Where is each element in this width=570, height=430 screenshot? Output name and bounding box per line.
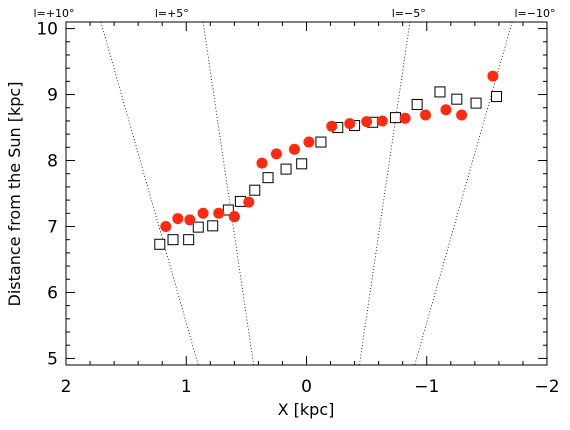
- filled-circle-point: [288, 143, 300, 155]
- open-square-point: [154, 238, 166, 250]
- filled-circle-point: [399, 112, 411, 124]
- y-tick-labels: 5 6 7 8 9 10: [36, 20, 58, 370]
- x-tick-label: 0: [301, 377, 312, 397]
- open-square-point: [262, 172, 274, 184]
- filled-circle-point: [344, 118, 356, 130]
- open-square-point: [451, 93, 463, 105]
- sightline-label: l=+10°: [33, 7, 74, 20]
- filled-circle-point: [270, 148, 282, 160]
- y-tick-label: 10: [36, 20, 58, 40]
- open-square-point: [315, 136, 327, 148]
- x-tick-label: −1: [414, 377, 439, 397]
- filled-circle-point: [256, 157, 268, 169]
- sightline: [202, 21, 254, 366]
- y-tick-label: 9: [47, 86, 58, 106]
- filled-circle-point: [213, 207, 225, 219]
- sightline-labels: l=+10° l=+5° l=−5° l=−10°: [33, 7, 555, 20]
- filled-circle-point: [172, 213, 184, 225]
- open-square-point: [434, 86, 446, 98]
- open-square-point: [192, 221, 204, 233]
- open-square-point: [296, 158, 308, 170]
- open-square-point: [389, 112, 401, 124]
- y-tick-label: 5: [47, 349, 58, 369]
- open-square-point: [280, 163, 292, 175]
- open-square-point: [222, 204, 234, 216]
- filled-circle-point: [361, 116, 373, 128]
- axis-ticks: [65, 22, 548, 365]
- x-tick-label: 2: [61, 377, 72, 397]
- filled-circle-series: [160, 70, 499, 232]
- open-square-point: [167, 234, 179, 246]
- filled-circle-point: [376, 115, 388, 127]
- sightlines: [100, 21, 513, 366]
- open-square-point: [470, 97, 482, 109]
- y-tick-label: 6: [47, 283, 58, 303]
- filled-circle-point: [243, 196, 255, 208]
- filled-circle-point: [487, 70, 499, 82]
- filled-circle-point: [303, 136, 315, 148]
- open-square-point: [411, 98, 423, 110]
- filled-circle-point: [456, 109, 468, 121]
- sightline-label: l=−10°: [514, 7, 555, 20]
- y-tick-label: 7: [47, 217, 58, 237]
- x-tick-labels: 2 1 0 −1 −2: [61, 377, 560, 397]
- filled-circle-point: [420, 109, 432, 121]
- open-square-point: [207, 220, 219, 232]
- filled-circle-point: [326, 120, 338, 132]
- filled-circle-point: [184, 214, 196, 226]
- open-square-point: [490, 91, 502, 103]
- y-axis-label: Distance from the Sun [kpc]: [5, 82, 24, 307]
- x-tick-label: 1: [181, 377, 192, 397]
- sightline: [359, 21, 411, 366]
- filled-circle-point: [228, 211, 240, 223]
- filled-circle-point: [197, 207, 209, 219]
- filled-circle-point: [160, 220, 172, 232]
- sightline-label: l=−5°: [392, 7, 426, 20]
- sightline-label: l=+5°: [155, 7, 189, 20]
- filled-circle-point: [440, 104, 452, 116]
- open-square-point: [183, 234, 195, 246]
- open-square-point: [249, 184, 261, 196]
- y-tick-label: 8: [47, 152, 58, 172]
- x-tick-label: −2: [534, 377, 559, 397]
- x-axis-label: X [kpc]: [278, 400, 335, 419]
